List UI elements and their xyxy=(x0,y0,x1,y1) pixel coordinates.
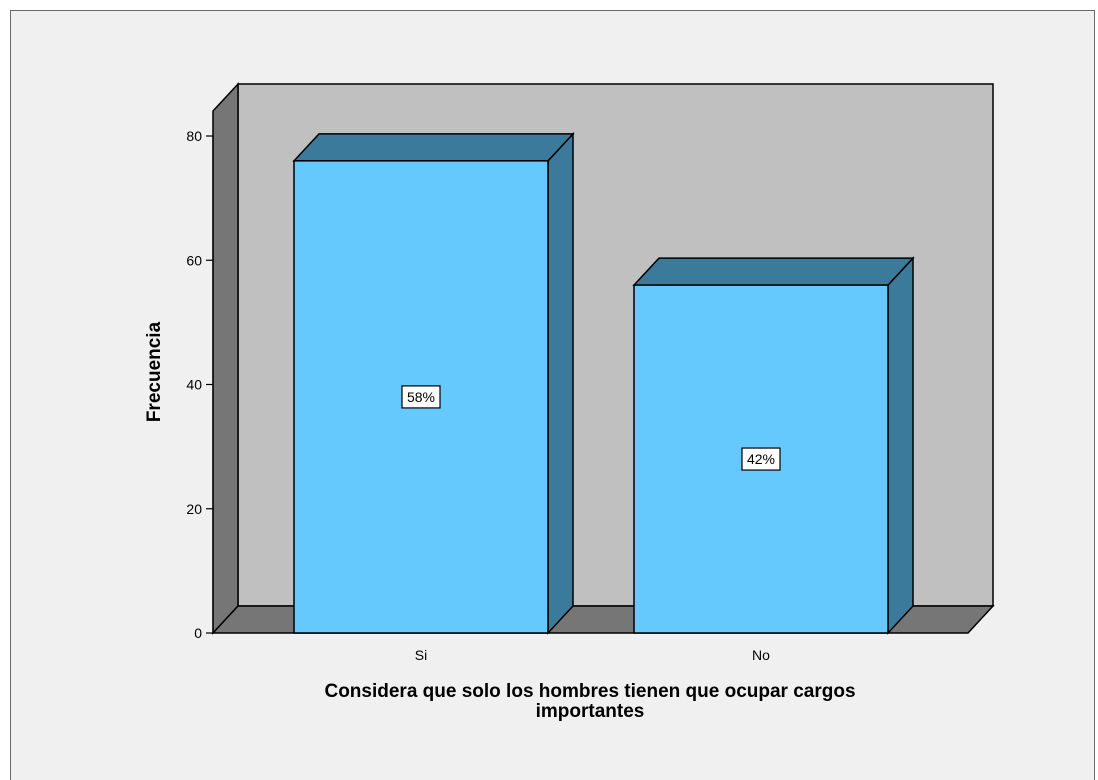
bar-side xyxy=(887,256,914,635)
x-axis-label-line-2: importantes xyxy=(536,701,645,722)
y-tick-label: 0 xyxy=(194,625,202,641)
side-wall xyxy=(212,82,239,635)
y-tick-label: 40 xyxy=(186,377,202,393)
bar-side xyxy=(547,131,574,635)
data-label: 58% xyxy=(407,389,435,405)
data-label: 42% xyxy=(747,451,775,467)
bar-top xyxy=(632,257,915,286)
y-tick-label: 60 xyxy=(186,252,202,268)
y-tick-label: 80 xyxy=(186,128,202,144)
data-label-box xyxy=(401,385,441,409)
bar-top xyxy=(292,133,575,162)
data-label-box xyxy=(741,447,781,471)
x-axis-label-line-1: Considera que solo los hombres tienen qu… xyxy=(324,681,855,702)
x-tick-label: No xyxy=(752,647,770,663)
y-axis-label: Frecuencia xyxy=(144,321,165,422)
y-tick-label: 20 xyxy=(186,501,202,517)
x-tick-label: Si xyxy=(415,647,427,663)
